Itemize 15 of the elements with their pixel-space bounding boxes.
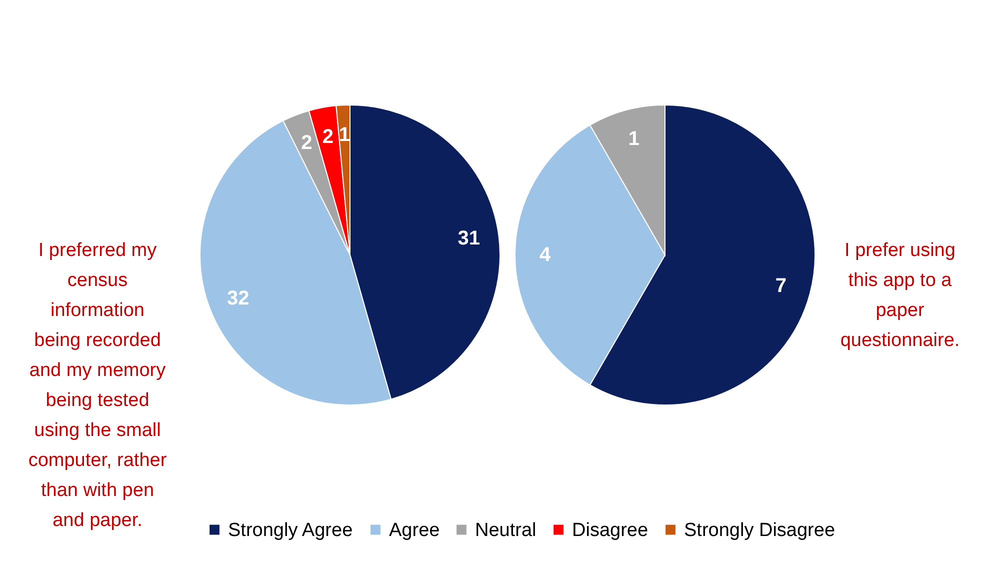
- text: I prefer using this app to a paper questionnaire.: [840, 240, 960, 351]
- data-label: 32: [226, 287, 250, 310]
- data-label: 1: [628, 128, 640, 150]
- legend-label: Disagree: [572, 520, 648, 541]
- legend-label: Neutral: [475, 520, 536, 541]
- data-label: 1: [338, 124, 350, 146]
- legend-label: Agree: [389, 520, 440, 541]
- legend-label: Strongly Agree: [228, 520, 353, 541]
- data-label: 4: [539, 244, 552, 266]
- data-label: 31: [458, 227, 480, 250]
- data-label: 2: [301, 132, 312, 154]
- legend-label: Strongly Disagree: [684, 520, 836, 541]
- data-label: 7: [775, 275, 786, 298]
- data-label: 2: [322, 126, 334, 148]
- chart-title: I preferred my census information being recorded and my memory being tested using the small computer, rather than with pen and paper.: [28, 240, 167, 531]
